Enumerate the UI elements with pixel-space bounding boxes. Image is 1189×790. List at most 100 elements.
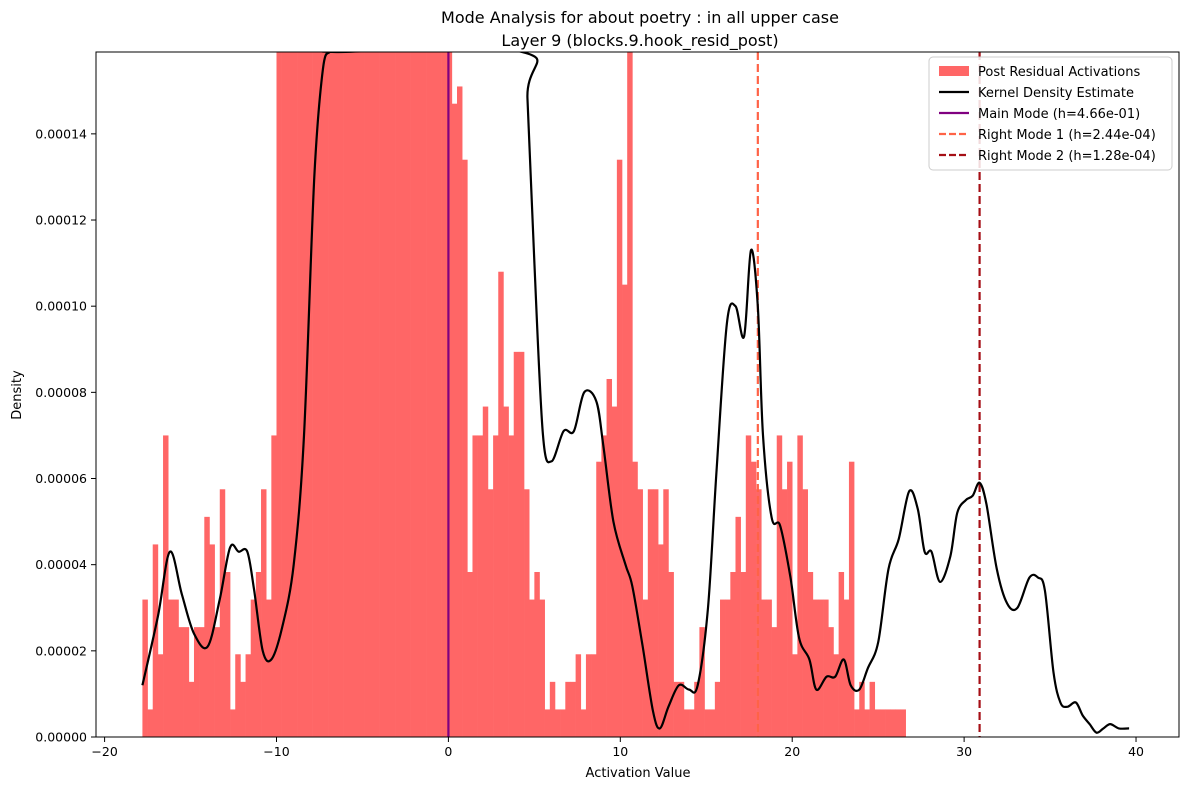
histogram-bar bbox=[874, 709, 881, 737]
histogram-bar bbox=[627, 52, 633, 737]
histogram-bar bbox=[616, 159, 623, 737]
histogram-bar bbox=[436, 52, 442, 737]
histogram-bar bbox=[694, 681, 700, 737]
histogram-bar bbox=[864, 709, 870, 737]
histogram-bar bbox=[214, 627, 221, 737]
y-tick-label: 0.00010 bbox=[35, 299, 87, 314]
histogram-bar bbox=[359, 52, 365, 737]
histogram-bar bbox=[240, 681, 246, 737]
histogram-bar bbox=[885, 709, 891, 737]
histogram-bar bbox=[199, 627, 205, 737]
histogram-bar bbox=[369, 52, 375, 737]
histogram-bar bbox=[823, 599, 829, 737]
x-tick-label: 30 bbox=[956, 744, 972, 759]
histogram-bar bbox=[420, 52, 427, 737]
histogram-bar bbox=[895, 709, 901, 737]
histogram-bar bbox=[812, 599, 819, 737]
histogram-bar bbox=[343, 52, 349, 737]
histogram-bar bbox=[224, 571, 231, 737]
legend-label-main-mode: Main Mode (h=4.66e-01) bbox=[978, 107, 1140, 122]
histogram-bar bbox=[209, 544, 215, 737]
chart-title: Mode Analysis for about poetry : in all … bbox=[441, 8, 839, 27]
histogram-bar bbox=[312, 52, 319, 737]
x-tick-label: 0 bbox=[444, 744, 452, 759]
x-tick-label: 20 bbox=[784, 744, 800, 759]
histogram-bar bbox=[405, 52, 411, 737]
histogram-bar bbox=[307, 52, 313, 737]
histogram-bar bbox=[585, 654, 592, 737]
histogram-bar bbox=[188, 681, 195, 737]
histogram-bar bbox=[544, 709, 551, 737]
histogram-bar bbox=[606, 378, 613, 737]
x-tick-label: −10 bbox=[263, 744, 289, 759]
chart-subtitle: Layer 9 (blocks.9.hook_resid_post) bbox=[501, 31, 778, 51]
histogram-bar bbox=[142, 599, 148, 737]
histogram-bar bbox=[219, 489, 226, 737]
histogram-bar bbox=[549, 681, 556, 737]
histogram-bar bbox=[524, 489, 530, 737]
histogram-bar bbox=[173, 599, 179, 737]
histogram-bar bbox=[776, 435, 783, 737]
legend-label-right-mode-1: Right Mode 1 (h=2.44e-04) bbox=[978, 128, 1156, 143]
histogram-bar bbox=[611, 406, 618, 737]
histogram-bar bbox=[818, 599, 824, 737]
histogram-bar bbox=[807, 571, 814, 737]
histogram-bar bbox=[395, 52, 401, 737]
histogram-bar bbox=[518, 351, 525, 737]
y-tick-label: 0.00000 bbox=[35, 730, 87, 745]
histogram-bar bbox=[539, 599, 545, 737]
y-axis-label: Density bbox=[10, 370, 25, 420]
histogram-bar bbox=[699, 627, 705, 737]
axes-frame bbox=[95, 51, 1180, 738]
histogram-bar bbox=[178, 627, 184, 737]
histogram-bar bbox=[235, 654, 241, 737]
histogram-bar bbox=[869, 681, 876, 737]
histogram-bar bbox=[451, 103, 458, 737]
histogram-bar bbox=[333, 52, 339, 737]
histogram-bar bbox=[291, 52, 298, 737]
histogram-bar bbox=[833, 654, 839, 737]
legend-label-kde: Kernel Density Estimate bbox=[978, 86, 1134, 101]
histogram-bar bbox=[792, 654, 798, 737]
histogram-bar bbox=[204, 516, 210, 737]
histogram-bar bbox=[163, 435, 169, 737]
histogram-bar bbox=[276, 52, 282, 737]
histogram-bar bbox=[379, 52, 386, 737]
histogram-bar bbox=[714, 681, 721, 737]
histogram-bar bbox=[565, 681, 571, 737]
histogram-bar bbox=[848, 461, 855, 737]
histogram-bar bbox=[750, 461, 757, 737]
histogram-bar bbox=[250, 599, 257, 737]
histogram-bar bbox=[859, 681, 865, 737]
histogram-bar bbox=[328, 52, 334, 737]
y-tick-label: 0.00006 bbox=[35, 471, 87, 486]
histogram-bar bbox=[462, 159, 468, 737]
x-tick-label: −20 bbox=[91, 744, 117, 759]
x-axis-label: Activation Value bbox=[586, 766, 691, 781]
histogram-bar bbox=[261, 489, 267, 737]
y-tick-label: 0.00014 bbox=[35, 126, 87, 141]
histogram-bar bbox=[389, 52, 396, 737]
histogram-bar bbox=[317, 52, 324, 737]
histogram-bar bbox=[508, 435, 515, 737]
legend-label-right-mode-2: Right Mode 2 (h=1.28e-04) bbox=[978, 149, 1156, 164]
histogram-bar bbox=[183, 627, 190, 737]
histogram-bar bbox=[658, 544, 664, 737]
histogram-bar bbox=[683, 709, 690, 737]
histogram-bar bbox=[457, 86, 463, 737]
histogram-bar bbox=[781, 489, 788, 737]
legend: Post Residual Activations Kernel Density… bbox=[928, 56, 1173, 171]
histogram-bar bbox=[591, 654, 597, 737]
histogram-bar bbox=[482, 406, 489, 737]
histogram-bar bbox=[554, 709, 561, 737]
histogram-bar bbox=[890, 709, 896, 737]
histogram-bar bbox=[673, 681, 680, 737]
histogram-bar bbox=[157, 654, 164, 737]
histogram-bar bbox=[374, 52, 380, 737]
histogram-bar bbox=[348, 52, 355, 737]
histogram-bar bbox=[472, 435, 478, 737]
histogram-bar bbox=[477, 435, 484, 737]
histogram-bar bbox=[431, 52, 437, 737]
histogram-bar bbox=[529, 599, 535, 737]
